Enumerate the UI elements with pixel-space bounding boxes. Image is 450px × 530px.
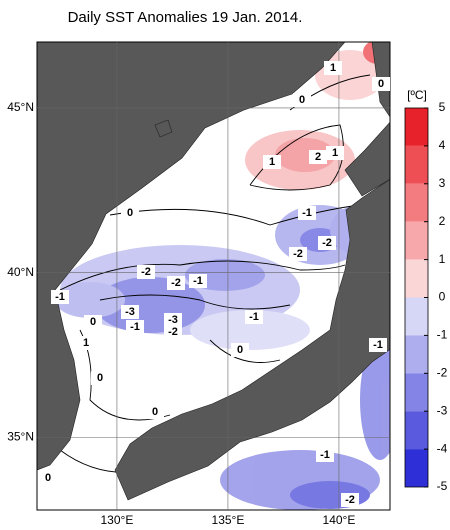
colorbar-segment <box>405 449 428 487</box>
contour-label-bg <box>341 493 359 507</box>
contour-label: 0 <box>378 78 384 90</box>
colorbar-unit: [ºC] <box>407 88 427 102</box>
colorbar-segment <box>405 297 428 336</box>
contour-label: -2 <box>168 326 178 338</box>
contour-label-bg <box>51 290 69 304</box>
contour-label-bg <box>372 77 390 91</box>
contour-label-bg <box>146 405 164 419</box>
colorbar-tick-label: -5 <box>437 479 448 493</box>
contour-label-bg <box>369 338 387 352</box>
lon-tick-label: 135°E <box>212 513 245 527</box>
contours <box>59 74 371 473</box>
lat-tick-label: 45°N <box>7 100 34 114</box>
contour-label-bg <box>164 325 182 339</box>
colorbar-tick-label: 3 <box>439 176 446 190</box>
contour-label: -1 <box>249 311 259 323</box>
contour-label: 0 <box>152 406 158 418</box>
colorbar-segment <box>405 108 428 146</box>
contour-label: -2 <box>293 248 303 260</box>
contour-label-bg <box>167 276 185 290</box>
contour-label-bg <box>316 448 334 462</box>
contour-label-bg <box>91 371 109 385</box>
contour-label: -1 <box>193 275 203 287</box>
map-area <box>37 42 390 510</box>
contour-label: -2 <box>171 277 181 289</box>
contour-label: -2 <box>322 237 332 249</box>
colorbar-tick-label: 0 <box>439 290 446 304</box>
colorbar-tick-label: 4 <box>439 138 446 152</box>
contour-label-bg <box>84 315 102 329</box>
contour-label: -1 <box>320 449 330 461</box>
contour-label: 0 <box>97 372 103 384</box>
colorbar-tick-label: -4 <box>437 441 448 455</box>
contour-label: 0 <box>299 94 305 106</box>
contour-label: 0 <box>237 344 243 356</box>
contour-label-bg <box>324 61 342 75</box>
colorbar-tick-label: -3 <box>437 403 448 417</box>
colorbar-tick-label: -2 <box>437 365 448 379</box>
colorbar-tick-label: 5 <box>439 100 446 114</box>
contour-label: 2 <box>315 151 321 163</box>
contour-label-bg <box>231 343 249 357</box>
colorbar-segment <box>405 335 428 374</box>
contour-label-bg <box>137 265 155 279</box>
contour-label: -2 <box>345 494 355 506</box>
contour-label-bg <box>121 305 139 319</box>
contour-label: -3 <box>168 314 178 326</box>
contour-label-bg <box>289 247 307 261</box>
colorbar-segment <box>405 183 428 222</box>
contour-label: 1 <box>83 337 89 349</box>
colorbar-segment <box>405 145 428 184</box>
contour-label: -3 <box>125 306 135 318</box>
colorbar-tick-label: -1 <box>437 328 448 342</box>
contour-label-bg <box>293 93 311 107</box>
map-title: Daily SST Anomalies 19 Jan. 2014. <box>68 9 303 26</box>
map-frame <box>36 41 391 511</box>
colorbar-segment <box>405 221 428 260</box>
contour-label: -1 <box>55 291 65 303</box>
contour-label-bg <box>309 150 327 164</box>
contour-label-bg <box>77 336 95 350</box>
contour-label: -1 <box>302 207 312 219</box>
contour-label: 0 <box>127 207 133 219</box>
contour-label-bg <box>326 146 344 160</box>
contour-label-bg <box>263 155 281 169</box>
colorbar-segment <box>405 411 428 450</box>
lon-tick-label: 130°E <box>101 513 134 527</box>
colorbar-tick-label: 2 <box>439 214 446 228</box>
contour-label: 1 <box>269 156 275 168</box>
contour-label-bg <box>121 206 139 220</box>
contour-label-bg <box>39 471 57 485</box>
contour-label-bg <box>189 274 207 288</box>
colorbar-segment <box>405 259 428 298</box>
colorbar-tick-label: 1 <box>439 252 446 266</box>
contour-label: 1 <box>330 62 336 74</box>
colorbar-segment <box>405 373 428 412</box>
contour-label: 0 <box>45 472 51 484</box>
lon-tick-label: 140°E <box>323 513 356 527</box>
contour-label: -1 <box>373 339 383 351</box>
colorbar: [ºC] 5 4 3 2 1 0 -1 -2 -3 -4 -5 <box>404 88 448 493</box>
contour-label: 0 <box>90 316 96 328</box>
contour-label: -2 <box>141 266 151 278</box>
contour-label: -1 <box>130 321 140 333</box>
anomaly-patches <box>55 42 390 510</box>
contour-label: 1 <box>332 147 338 159</box>
lat-tick-label: 40°N <box>7 265 34 279</box>
contour-label-bg <box>126 320 144 334</box>
contour-label-bg <box>298 206 316 220</box>
contour-label-bg <box>164 313 182 327</box>
axes: 130°E 135°E 140°E 45°N 40°N 35°N <box>7 42 390 527</box>
contour-label-bg <box>318 236 336 250</box>
lat-tick-label: 35°N <box>7 430 34 444</box>
contour-label-bg <box>245 310 263 324</box>
